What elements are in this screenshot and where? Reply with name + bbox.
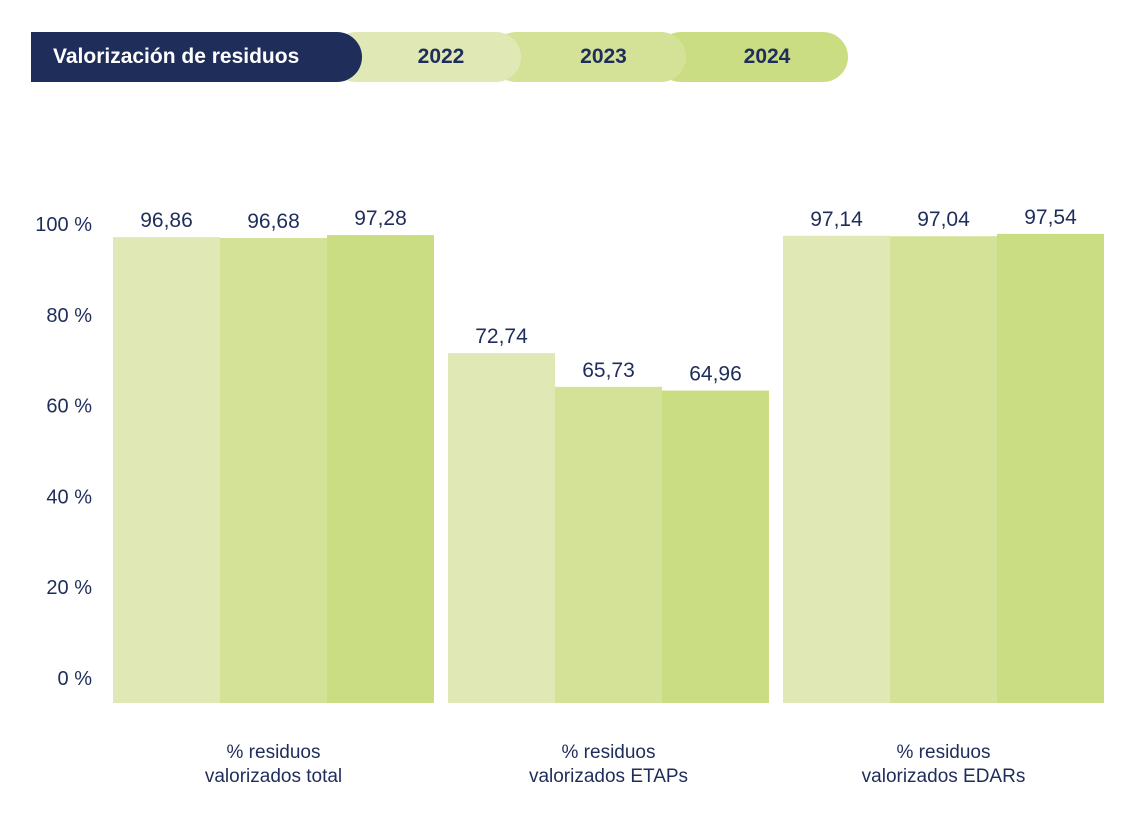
bar	[113, 237, 220, 703]
data-label: 97,04	[917, 208, 970, 231]
data-label: 97,54	[1024, 206, 1077, 229]
category-label: % residuos	[227, 742, 321, 763]
legend-year-2023: 2023	[491, 32, 686, 82]
legend-year-2022: 2022	[331, 32, 521, 82]
data-label: 96,68	[247, 210, 300, 233]
category-label: % residuos	[897, 742, 991, 763]
data-label: 97,28	[354, 207, 407, 230]
bar	[997, 233, 1104, 704]
bar	[783, 235, 890, 704]
y-tick-label: 80 %	[46, 305, 92, 327]
data-label: 96,86	[140, 209, 193, 232]
category-label: valorizados ETAPs	[529, 766, 688, 787]
category-label: valorizados EDARs	[862, 766, 1026, 787]
y-tick-label: 60 %	[46, 396, 92, 418]
bar	[555, 386, 662, 703]
y-tick-label: 20 %	[46, 577, 92, 599]
data-label: 64,96	[689, 363, 742, 386]
data-label: 65,73	[582, 359, 635, 382]
legend-year-2024: 2024	[656, 32, 848, 82]
legend-bar: Valorización de residuos 2022 2023 2024	[31, 32, 848, 82]
bar	[220, 237, 327, 704]
legend-title: Valorización de residuos	[31, 32, 362, 82]
data-label: 72,74	[475, 325, 528, 348]
y-tick-label: 40 %	[46, 486, 92, 508]
category-label: valorizados total	[205, 766, 342, 787]
bar	[327, 235, 434, 704]
bar	[890, 236, 997, 703]
bar	[448, 353, 555, 703]
category-label: % residuos	[562, 742, 656, 763]
data-label: 97,14	[810, 208, 863, 231]
y-tick-label: 100 %	[35, 214, 92, 236]
bar	[662, 390, 769, 703]
y-tick-label: 0 %	[58, 668, 93, 690]
